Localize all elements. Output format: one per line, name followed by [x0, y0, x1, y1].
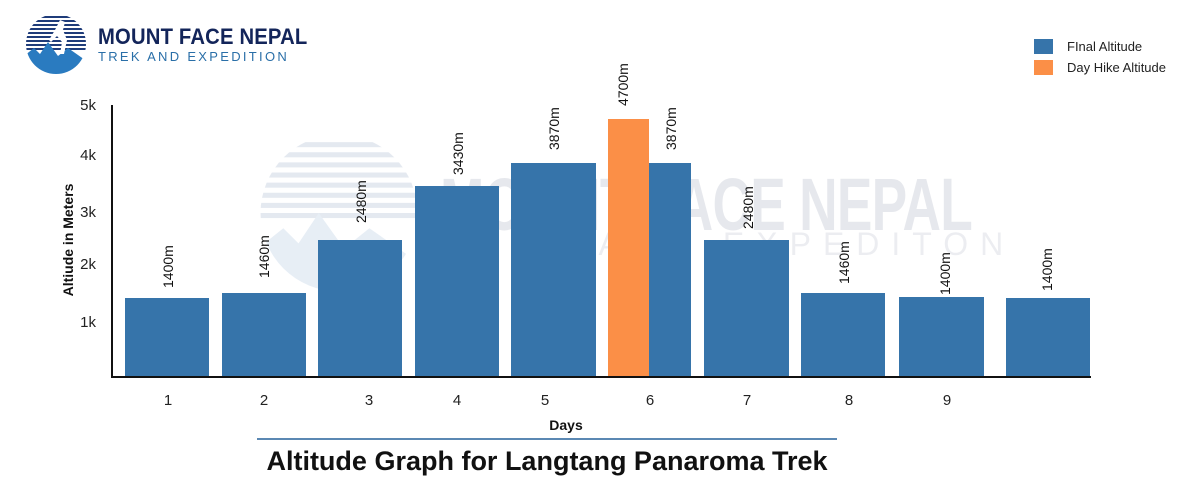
bar-label: 3870m	[663, 107, 679, 150]
legend-swatch-blue	[1034, 39, 1053, 54]
x-tick: 3	[364, 392, 374, 409]
x-axis-line	[111, 376, 1091, 378]
bar-label: 2480m	[353, 180, 369, 223]
legend-swatch-orange	[1034, 60, 1053, 75]
x-tick: 8	[844, 392, 854, 409]
x-tick: 5	[540, 392, 550, 409]
legend-label: Day Hike Altitude	[1067, 60, 1166, 75]
y-axis-line	[111, 105, 113, 378]
x-axis-label: Days	[549, 417, 583, 433]
y-tick: 2k	[80, 256, 96, 273]
bar-day-7	[704, 240, 789, 377]
y-tick: 3k	[80, 204, 96, 221]
x-tick: 2	[259, 392, 269, 409]
bar-day-8	[801, 293, 885, 377]
legend-item-day-hike-altitude: Day Hike Altitude	[1034, 57, 1166, 78]
bar-day-10	[1006, 298, 1090, 377]
bar-day-3	[318, 240, 402, 377]
legend-item-final-altitude: FInal Altitude	[1034, 36, 1166, 57]
bar-day-4	[415, 186, 499, 377]
x-tick: 6	[645, 392, 655, 409]
brand-logo: MOUNT FACE NEPAL TREK AND EXPEDITION	[24, 12, 307, 76]
bar-day-1	[125, 298, 209, 377]
x-tick: 4	[452, 392, 462, 409]
bar-label: 3430m	[450, 132, 466, 175]
bar-label: 1400m	[160, 245, 176, 288]
bar-label: 1460m	[256, 235, 272, 278]
legend-label: FInal Altitude	[1067, 39, 1143, 54]
x-tick: 1	[163, 392, 173, 409]
bar-label: 2480m	[740, 186, 756, 229]
bar-day-5	[511, 163, 596, 377]
chart-legend: FInal Altitude Day Hike Altitude	[1034, 36, 1166, 78]
y-tick: 1k	[80, 314, 96, 331]
y-tick: 5k	[80, 97, 96, 114]
title-divider	[257, 438, 837, 440]
chart-title: Altitude Graph for Langtang Panaroma Tre…	[266, 446, 828, 476]
bar-day-2	[222, 293, 306, 377]
x-tick: 7	[742, 392, 752, 409]
brand-name: MOUNT FACE NEPAL	[98, 24, 308, 49]
x-tick: 9	[942, 392, 952, 409]
bar-day-6	[649, 163, 691, 377]
brand-tagline: TREK AND EXPEDITION	[98, 49, 290, 64]
bar-day-6-day-hike	[608, 119, 649, 377]
bar-day-9	[899, 297, 984, 377]
bar-label: 3870m	[546, 107, 562, 150]
bar-label: 1460m	[836, 241, 852, 284]
climber-mountain-logo-icon	[26, 14, 86, 74]
y-axis-label: Altiude in Meters	[60, 183, 76, 297]
y-tick: 4k	[80, 147, 96, 164]
bar-label: 1400m	[937, 252, 953, 295]
bar-label: 1400m	[1039, 248, 1055, 291]
bar-label: 4700m	[615, 63, 631, 106]
